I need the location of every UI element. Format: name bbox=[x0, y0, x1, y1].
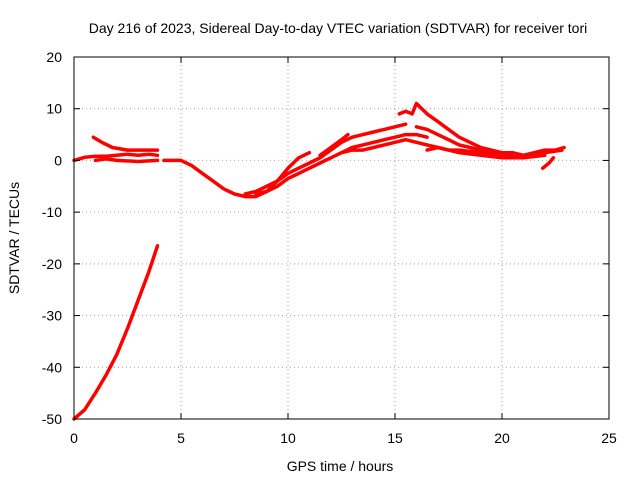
grid-lines bbox=[74, 57, 609, 419]
series-line-track-4 bbox=[93, 157, 160, 164]
y-tick-label: -20 bbox=[42, 256, 62, 272]
y-tick-label: 10 bbox=[46, 101, 62, 117]
x-tick-label: 5 bbox=[177, 430, 185, 446]
x-tick-label: 25 bbox=[601, 430, 617, 446]
y-tick-label: -30 bbox=[42, 308, 62, 324]
series-line-track-10 bbox=[397, 101, 566, 158]
data-series bbox=[72, 101, 566, 421]
series-line-track-13 bbox=[540, 156, 556, 170]
series-line-track-3 bbox=[91, 135, 160, 152]
x-tick-label: 15 bbox=[387, 430, 403, 446]
series-line-track-11 bbox=[414, 125, 504, 158]
series-line-track-9 bbox=[339, 137, 564, 158]
x-tick-label: 10 bbox=[280, 430, 296, 446]
y-tick-label: -40 bbox=[42, 359, 62, 375]
x-tick-label: 20 bbox=[494, 430, 510, 446]
x-tick-label: 0 bbox=[70, 430, 78, 446]
series-line-track-2 bbox=[72, 152, 160, 163]
chart-title: Day 216 of 2023, Sidereal Day-to-day VTE… bbox=[89, 20, 588, 36]
y-tick-label: -50 bbox=[42, 411, 62, 427]
series-line-track-1 bbox=[72, 244, 160, 421]
y-axis-label: SDTVAR / TECUs bbox=[6, 182, 22, 294]
plot-frame bbox=[73, 56, 610, 420]
axis-ticks bbox=[73, 56, 610, 420]
x-axis-label: GPS time / hours bbox=[287, 458, 394, 474]
y-tick-label: 20 bbox=[46, 49, 62, 65]
series-line-track-12 bbox=[425, 145, 547, 160]
y-tick-labels: -50 -40 -30 -20 -10 0 10 20 bbox=[42, 49, 62, 427]
y-tick-label: -10 bbox=[42, 204, 62, 220]
x-tick-labels: 0 5 10 15 20 25 bbox=[70, 430, 617, 446]
series-line-track-6 bbox=[243, 122, 408, 196]
series-line-track-8 bbox=[318, 132, 350, 158]
y-tick-label: 0 bbox=[54, 152, 62, 168]
series-line-track-5 bbox=[162, 150, 312, 199]
